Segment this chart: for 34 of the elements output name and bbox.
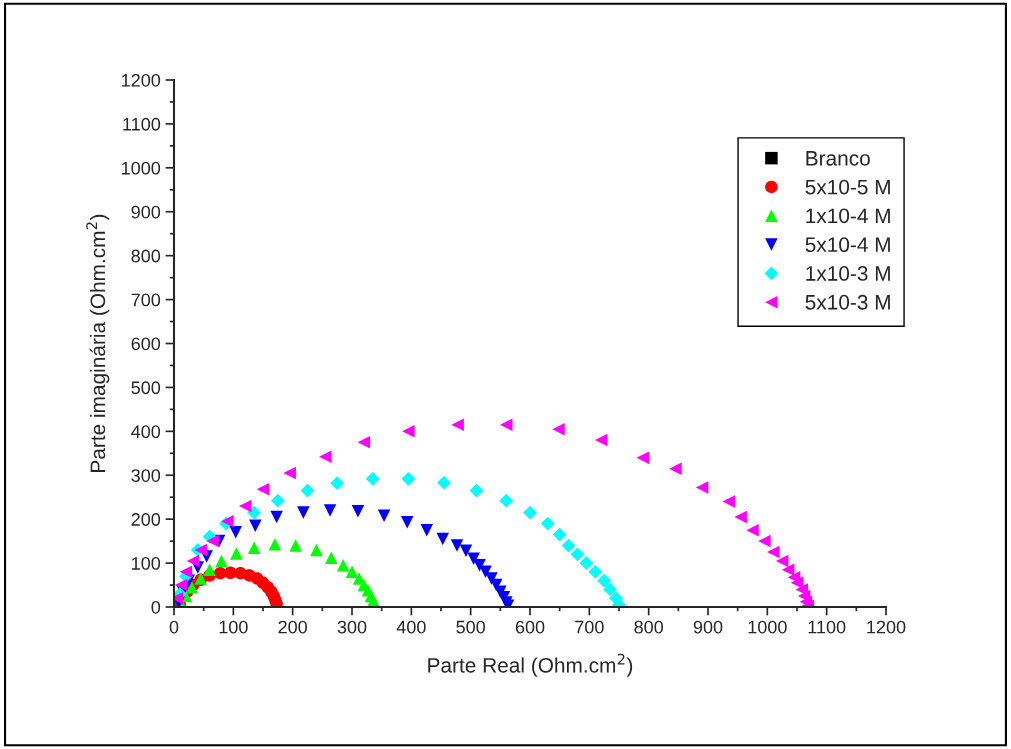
y-tick-label: 800 <box>131 249 161 263</box>
y-tick-label: 600 <box>131 337 161 351</box>
x-tick-label: 1200 <box>867 620 906 634</box>
x-tick-label: 700 <box>575 620 604 634</box>
y-tick-label: 1000 <box>122 161 161 175</box>
y-tick-label: 400 <box>131 425 161 439</box>
x-tick-label: 600 <box>515 620 545 634</box>
x-tick-label: 800 <box>634 620 664 634</box>
x-tick-label: 400 <box>396 620 426 634</box>
legend-label: 5x10-5 M <box>805 179 890 195</box>
x-tick-label: 100 <box>219 620 248 634</box>
y-tick-label: 300 <box>131 469 161 482</box>
y-tick-label: 100 <box>132 557 161 570</box>
legend-label: 5x10-3 M <box>805 294 890 310</box>
x-tick-label: 300 <box>337 620 367 634</box>
y-tick-label: 900 <box>131 205 161 219</box>
y-tick-label: 700 <box>131 293 161 307</box>
y-tick-label: 1100 <box>123 117 161 131</box>
x-tick-label: 1000 <box>748 620 787 634</box>
y-tick-label: 200 <box>131 513 161 526</box>
legend-label: 1x10-4 M <box>806 208 890 224</box>
y-tick-label: 500 <box>131 381 161 395</box>
y-tick-label: 1200 <box>122 73 161 87</box>
x-tick-label: 900 <box>693 620 723 634</box>
x-tick-label: 200 <box>278 620 308 634</box>
legend-label: Branco <box>806 151 870 166</box>
legend-label: 5x10-4 M <box>805 237 890 253</box>
y-axis-title: Parte imaginária (Ohm.cm$^{2}$) <box>86 214 110 472</box>
x-tick-label: 1100 <box>808 620 846 634</box>
x-tick-label: 0 <box>169 620 179 634</box>
x-axis-title: Parte Real (Ohm.cm$^{2}$) <box>428 653 633 677</box>
legend-label: 1x10-3 M <box>806 266 890 281</box>
x-tick-label: 500 <box>456 620 486 634</box>
y-tick-label: 0 <box>151 600 161 614</box>
